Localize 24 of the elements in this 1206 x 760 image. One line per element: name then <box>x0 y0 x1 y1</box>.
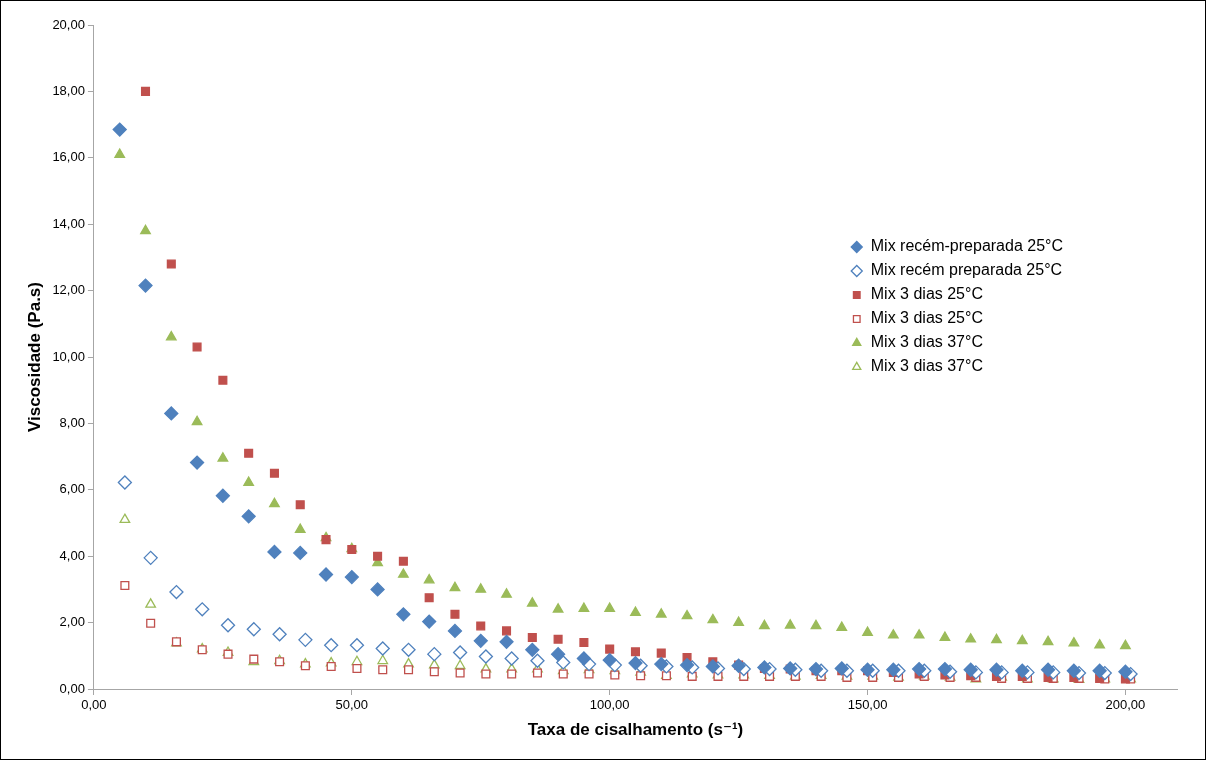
y-tick-label: 2,00 <box>59 614 85 630</box>
x-tick-label: 50,00 <box>335 697 369 713</box>
legend-label: Mix recém-preparada 25°C <box>870 237 1063 255</box>
legend-label: Mix 3 dias 37°C <box>870 357 983 375</box>
legend-label: Mix recém preparada 25°C <box>870 261 1063 279</box>
y-tick-label: 20,00 <box>52 16 85 32</box>
x-tick-label: 150,00 <box>847 697 888 713</box>
legend-label: Mix 3 dias 25°C <box>870 285 983 303</box>
legend-label: Mix 3 dias 37°C <box>870 333 983 351</box>
y-tick-label: 4,00 <box>59 547 85 563</box>
y-tick-label: 10,00 <box>52 348 85 364</box>
x-tick-label: 0,00 <box>81 697 107 713</box>
y-axis-title: Viscosidade (Pa.s) <box>24 282 44 432</box>
x-axis-title: Taxa de cisalhamento (s⁻¹) <box>527 720 744 740</box>
y-tick-label: 16,00 <box>52 149 85 165</box>
x-tick-label: 200,00 <box>1105 697 1146 713</box>
x-tick-label: 100,00 <box>589 697 630 713</box>
y-tick-label: 6,00 <box>59 481 85 497</box>
y-tick-label: 0,00 <box>59 680 85 696</box>
y-tick-label: 18,00 <box>52 82 85 98</box>
y-tick-label: 8,00 <box>59 414 85 430</box>
y-tick-label: 14,00 <box>52 215 85 231</box>
legend-label: Mix 3 dias 25°C <box>870 309 983 327</box>
y-tick-label: 12,00 <box>52 282 85 298</box>
